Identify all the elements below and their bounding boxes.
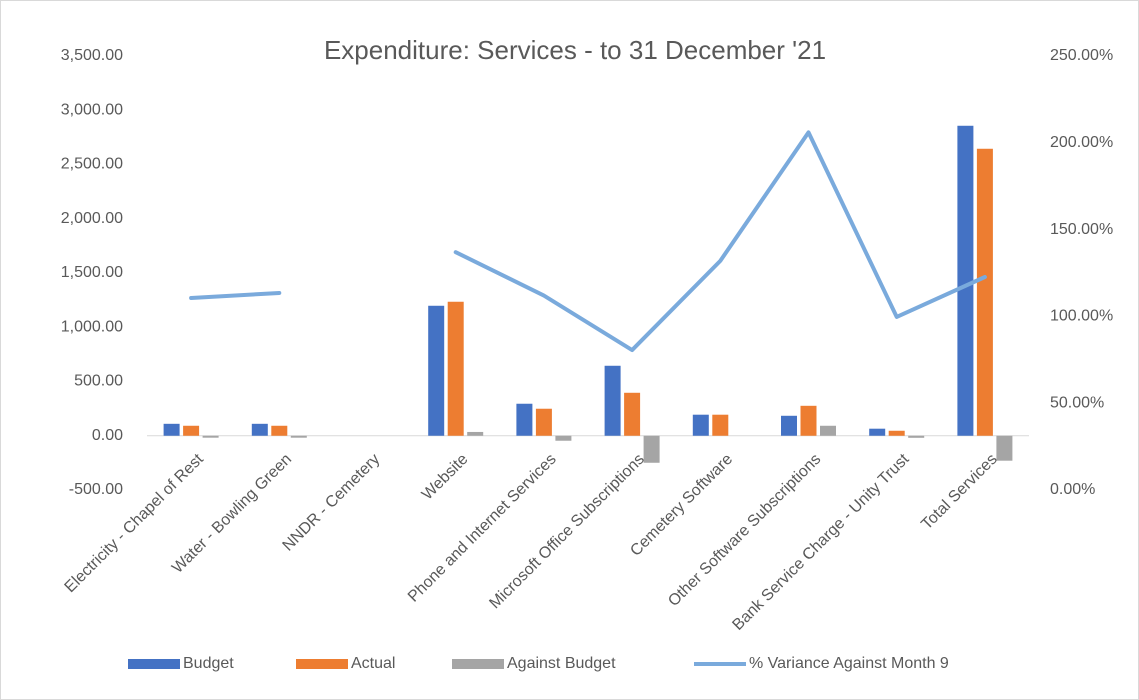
bar bbox=[447, 301, 464, 436]
legend-label: Against Budget bbox=[507, 655, 616, 672]
bar bbox=[692, 414, 709, 436]
y-tick-label: 3,000.00 bbox=[61, 101, 123, 118]
legend-swatch bbox=[128, 659, 180, 669]
bar bbox=[604, 365, 621, 436]
y2-tick-label: 200.00% bbox=[1050, 134, 1113, 151]
y2-tick-label: 250.00% bbox=[1050, 47, 1113, 64]
legend-swatch bbox=[296, 659, 348, 669]
y-tick-label: 0.00 bbox=[92, 427, 123, 444]
y-tick-label: 2,000.00 bbox=[61, 210, 123, 227]
legend-label: % Variance Against Month 9 bbox=[749, 655, 949, 672]
y-tick-label: 500.00 bbox=[74, 373, 123, 390]
bar bbox=[869, 428, 886, 436]
bar bbox=[290, 435, 307, 438]
bar bbox=[800, 405, 817, 436]
y2-tick-label: 0.00% bbox=[1050, 481, 1095, 498]
bar bbox=[781, 415, 797, 436]
legend-label: Actual bbox=[351, 655, 395, 672]
bar bbox=[957, 125, 974, 436]
bar bbox=[643, 435, 660, 463]
bar bbox=[908, 435, 925, 438]
bar bbox=[516, 403, 533, 436]
bar bbox=[202, 435, 219, 438]
chart-title: Expenditure: Services - to 31 December '… bbox=[324, 35, 826, 65]
legend-label: Budget bbox=[183, 655, 234, 672]
bar bbox=[535, 408, 552, 436]
y-tick-label: 1,000.00 bbox=[61, 318, 123, 335]
bar bbox=[251, 423, 268, 436]
line bbox=[189, 130, 987, 353]
bar bbox=[183, 425, 200, 436]
bar bbox=[820, 425, 836, 436]
bar bbox=[555, 435, 572, 441]
y-tick-label: -500.00 bbox=[69, 481, 123, 498]
y-tick-label: 3,500.00 bbox=[61, 47, 123, 64]
bar bbox=[163, 423, 180, 436]
y2-tick-label: 100.00% bbox=[1050, 308, 1113, 325]
bar bbox=[712, 414, 729, 436]
bar bbox=[467, 431, 484, 436]
bar bbox=[271, 425, 288, 436]
bar bbox=[996, 435, 1013, 461]
y2-tick-label: 50.00% bbox=[1050, 394, 1104, 411]
bar bbox=[888, 430, 905, 436]
bar bbox=[976, 148, 993, 436]
bar bbox=[428, 305, 445, 436]
y-tick-label: 2,500.00 bbox=[61, 156, 123, 173]
y-tick-label: 1,500.00 bbox=[61, 264, 123, 281]
bar bbox=[624, 392, 641, 436]
y2-tick-label: 150.00% bbox=[1050, 221, 1113, 238]
legend-swatch bbox=[452, 659, 504, 669]
